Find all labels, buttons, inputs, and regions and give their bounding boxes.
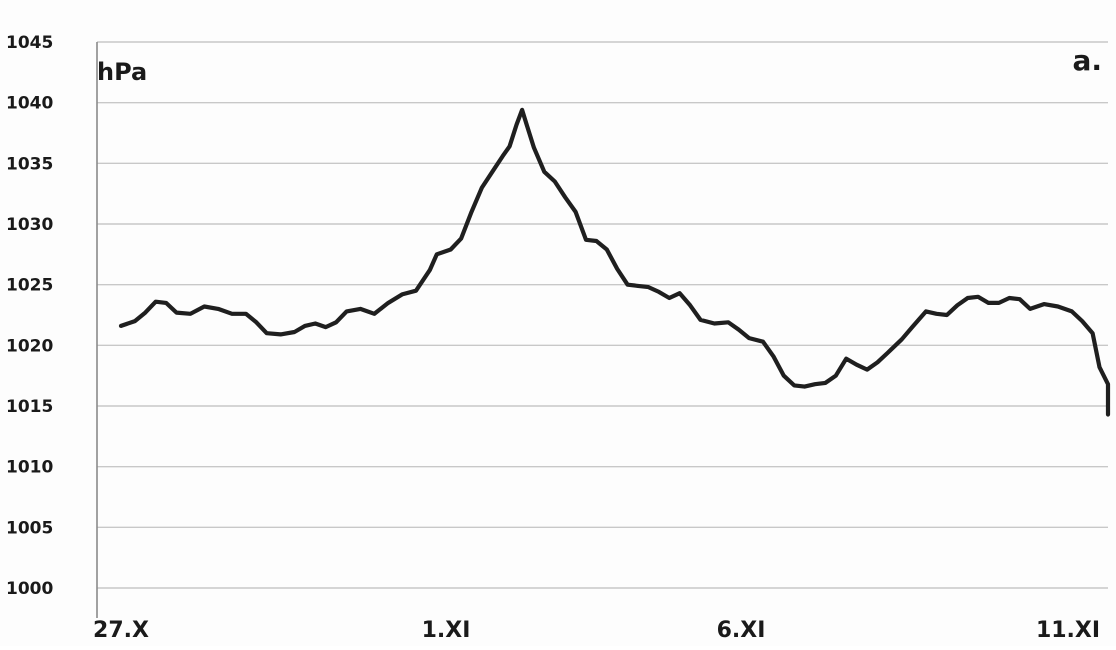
y-tick-label: 1030 — [6, 215, 53, 235]
y-axis-ticks: 1000 1005 1010 1015 1020 1025 1030 1035 1040 1045 — [6, 33, 53, 599]
y-axis-unit-label: hPa — [97, 58, 147, 86]
x-tick-label: 27.X — [93, 618, 149, 643]
y-tick-label: 1040 — [6, 94, 53, 114]
y-tick-label: 1010 — [6, 458, 53, 478]
x-tick-label: 11.XI — [1036, 618, 1100, 643]
y-tick-label: 1005 — [6, 518, 53, 538]
grid-layer — [97, 41, 1108, 589]
pressure-series-line — [118, 107, 1111, 417]
y-tick-label: 1045 — [6, 33, 53, 53]
y-tick-label: 1020 — [6, 336, 53, 356]
x-tick-label: 6.XI — [717, 618, 766, 643]
y-tick-label: 1000 — [6, 579, 53, 599]
x-tick-label: 1.XI — [422, 618, 471, 643]
x-axis-ticks: 27.X 1.XI 6.XI 11.XI — [93, 618, 1100, 643]
panel-label: a. — [1072, 44, 1102, 77]
y-tick-label: 1025 — [6, 276, 53, 296]
y-tick-label: 1035 — [6, 154, 53, 174]
series-layer — [118, 107, 1111, 417]
y-tick-label: 1015 — [6, 397, 53, 417]
